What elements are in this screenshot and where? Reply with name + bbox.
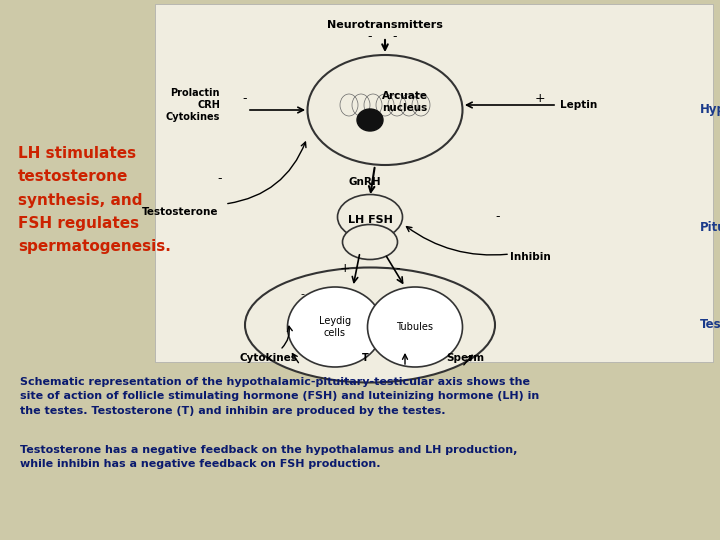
- Text: GnRH: GnRH: [348, 177, 382, 187]
- Ellipse shape: [343, 225, 397, 260]
- Ellipse shape: [245, 267, 495, 382]
- Text: Testosterone: Testosterone: [142, 207, 218, 217]
- Ellipse shape: [357, 109, 383, 131]
- Text: +: +: [535, 92, 545, 105]
- Text: Neurotransmitters: Neurotransmitters: [327, 20, 443, 30]
- Text: LH FSH: LH FSH: [348, 215, 392, 225]
- Text: Hypothalamus: Hypothalamus: [700, 104, 720, 117]
- Text: Leptin: Leptin: [560, 100, 598, 110]
- Text: Cytokines: Cytokines: [239, 353, 297, 363]
- Text: -: -: [368, 30, 372, 43]
- Text: -: -: [243, 92, 247, 105]
- Text: T: T: [361, 353, 369, 363]
- Ellipse shape: [367, 287, 462, 367]
- Ellipse shape: [338, 194, 402, 240]
- Text: Pituitary: Pituitary: [700, 220, 720, 233]
- Text: Prolactin
CRH
Cytokines: Prolactin CRH Cytokines: [166, 89, 220, 122]
- Text: -: -: [392, 30, 397, 43]
- Text: -: -: [217, 172, 222, 185]
- Text: Leydig
cells: Leydig cells: [319, 316, 351, 338]
- Text: Testosterone has a negative feedback on the hypothalamus and LH production,
whil: Testosterone has a negative feedback on …: [20, 445, 518, 469]
- Text: Sperm: Sperm: [446, 353, 484, 363]
- Text: -: -: [496, 210, 500, 223]
- FancyBboxPatch shape: [155, 4, 713, 362]
- Text: Schematic representation of the hypothalamic-pituitary-testicular axis shows the: Schematic representation of the hypothal…: [20, 377, 539, 416]
- Ellipse shape: [307, 55, 462, 165]
- Text: -: -: [300, 289, 304, 299]
- Text: LH stimulates
testosterone
synthesis, and
FSH regulates
spermatogenesis.: LH stimulates testosterone synthesis, an…: [18, 146, 171, 254]
- Ellipse shape: [287, 287, 382, 367]
- Text: Inhibin: Inhibin: [510, 252, 551, 262]
- Text: Tubules: Tubules: [397, 322, 433, 332]
- Text: -: -: [396, 262, 400, 275]
- Text: Arcuate
nucleus: Arcuate nucleus: [382, 91, 428, 113]
- Text: Testis: Testis: [700, 319, 720, 332]
- Text: +: +: [340, 262, 351, 275]
